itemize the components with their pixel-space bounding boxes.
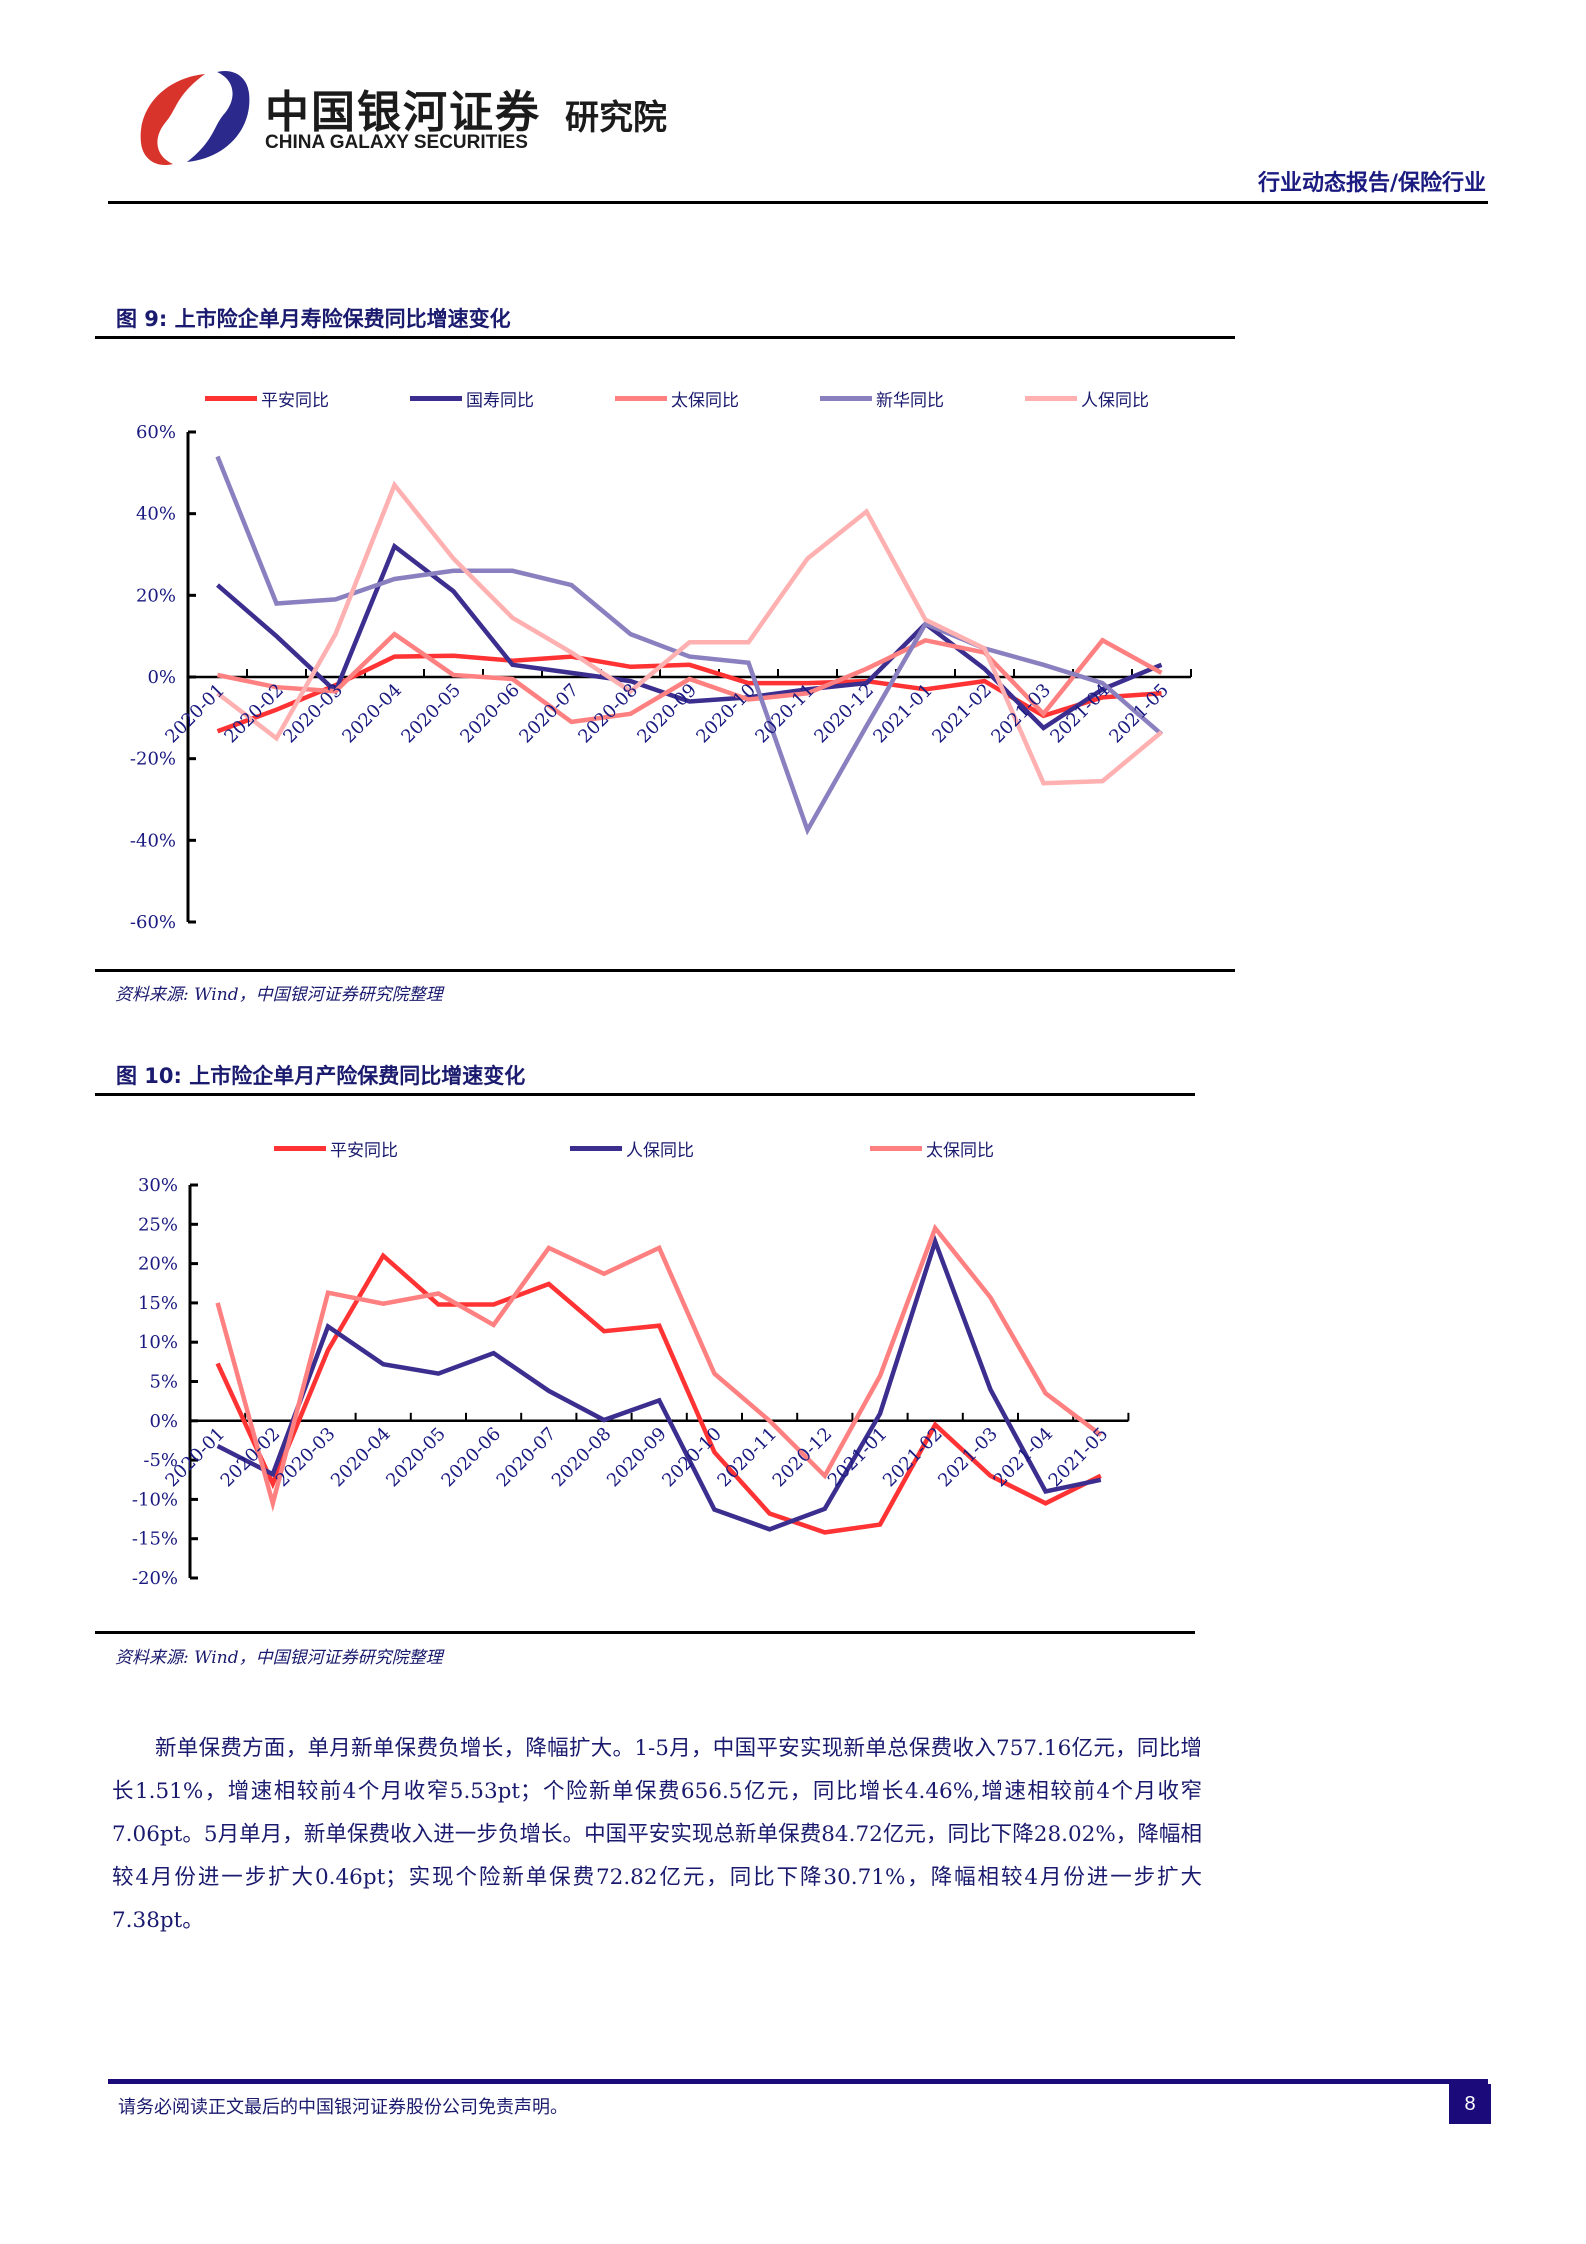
legend-swatch — [1025, 396, 1077, 401]
legend-item: 太保同比 — [782, 1136, 1082, 1161]
report-type-label: 行业动态报告/保险行业 — [1257, 171, 1486, 196]
legend-label: 太保同比 — [926, 1141, 994, 1161]
x-tick-label: 2020-04 — [327, 1423, 395, 1491]
series-line — [216, 480, 1163, 786]
figure-9-legend: 平安同比 国寿同比 太保同比 新华同比 人保同比 — [205, 386, 1230, 411]
legend-swatch — [410, 396, 462, 401]
legend-item: 平安同比 — [180, 1136, 482, 1161]
legend-label: 人保同比 — [626, 1141, 694, 1161]
header-divider — [108, 201, 1488, 204]
legend-label: 平安同比 — [330, 1141, 398, 1161]
legend-label: 人保同比 — [1081, 391, 1149, 411]
logo-institute: 研究院 — [565, 98, 667, 138]
series-line — [216, 1234, 1102, 1532]
x-tick-label: 2020-11 — [713, 1423, 781, 1491]
footer-disclaimer: 请务必阅读正文最后的中国银河证券股份公司免责声明。 — [118, 2097, 568, 2118]
y-tick-label: -20% — [132, 1568, 178, 1589]
legend-swatch — [205, 396, 257, 401]
x-tick-label: 2020-08 — [548, 1423, 616, 1491]
legend-label: 新华同比 — [876, 391, 944, 411]
y-tick-label: -5% — [143, 1450, 178, 1471]
legend-swatch — [820, 396, 872, 401]
x-tick-label: 2020-10 — [658, 1423, 726, 1491]
legend-swatch — [570, 1146, 622, 1151]
x-tick-label: 2021-05 — [1045, 1423, 1113, 1491]
company-logo: 中国银河证券 CHINA GALAXY SECURITIES 研究院 — [135, 68, 695, 168]
y-tick-label: 5% — [149, 1372, 178, 1393]
y-tick-label: -60% — [130, 912, 176, 933]
legend-swatch — [870, 1146, 922, 1151]
figure-10-top-rule — [95, 1093, 1195, 1096]
figure-9-top-rule — [95, 336, 1235, 339]
x-tick-label: 2020-05 — [382, 1423, 450, 1491]
body-paragraph: 新单保费方面，单月新单保费负增长，降幅扩大。1-5月，中国平安实现新单总保费收入… — [112, 1736, 1202, 1933]
x-tick-label: 2020-06 — [437, 1423, 505, 1491]
legend-item: 新华同比 — [820, 386, 1025, 411]
figure-9-source: 资料来源: Wind，中国银河证券研究院整理 — [115, 985, 443, 1005]
figure-10-bottom-rule — [95, 1631, 1195, 1634]
y-tick-label: 20% — [136, 585, 176, 606]
x-tick-label: 2020-07 — [493, 1423, 561, 1491]
legend-item: 人保同比 — [482, 1136, 782, 1161]
footer-divider — [108, 2079, 1488, 2084]
y-tick-label: -15% — [132, 1529, 178, 1550]
series-line — [217, 631, 1163, 725]
y-tick-label: 60% — [136, 422, 176, 443]
y-tick-label: 15% — [138, 1293, 178, 1314]
figure-10-source: 资料来源: Wind，中国银河证券研究院整理 — [115, 1648, 443, 1668]
legend-label: 太保同比 — [671, 391, 739, 411]
x-tick-label: 2021-02 — [879, 1423, 947, 1491]
x-tick-label: 2020-12 — [769, 1423, 837, 1491]
y-tick-label: 40% — [136, 504, 176, 525]
figure-10-legend: 平安同比 人保同比 太保同比 — [180, 1136, 1082, 1161]
page-number: 8 — [1449, 2084, 1491, 2124]
y-tick-label: 30% — [138, 1175, 178, 1196]
y-tick-label: -20% — [130, 749, 176, 770]
legend-label: 国寿同比 — [466, 391, 534, 411]
logo-chinese-name: 中国银河证券 — [265, 87, 541, 138]
y-tick-label: 20% — [138, 1254, 178, 1275]
y-tick-label: -40% — [130, 830, 176, 851]
legend-label: 平安同比 — [261, 391, 329, 411]
logo-english-name: CHINA GALAXY SECURITIES — [265, 132, 528, 153]
figure-9-title: 图 9: 上市险企单月寿险保费同比增速变化 — [116, 307, 511, 331]
legend-item: 人保同比 — [1025, 386, 1230, 411]
series-line — [215, 1223, 1103, 1512]
y-tick-label: 0% — [147, 667, 176, 688]
y-tick-label: 0% — [149, 1411, 178, 1432]
y-tick-label: -10% — [132, 1489, 178, 1510]
y-tick-label: 25% — [138, 1214, 178, 1235]
x-tick-label: 2020-09 — [603, 1423, 671, 1491]
legend-item: 太保同比 — [615, 386, 820, 411]
legend-item: 平安同比 — [205, 386, 410, 411]
x-tick-label: 2021-04 — [989, 1423, 1057, 1491]
figure-10-chart: 30% 25% 20% 15% 10% 5% 0% -5% -10% -15% -20% 2020-0… — [132, 1175, 1130, 1589]
figure-10-title: 图 10: 上市险企单月产险保费同比增速变化 — [116, 1064, 526, 1088]
legend-swatch — [615, 396, 667, 401]
series-line — [215, 455, 1163, 836]
legend-item: 国寿同比 — [410, 386, 615, 411]
y-tick-label: 10% — [138, 1332, 178, 1353]
figure-9-chart: 60%40%20%0%-20%-40%-60%2020-012020-02202… — [130, 422, 1192, 933]
series-line — [215, 1252, 1102, 1535]
legend-swatch — [274, 1146, 326, 1151]
galaxy-logo-icon — [140, 70, 250, 166]
figure-9-bottom-rule — [95, 969, 1235, 972]
